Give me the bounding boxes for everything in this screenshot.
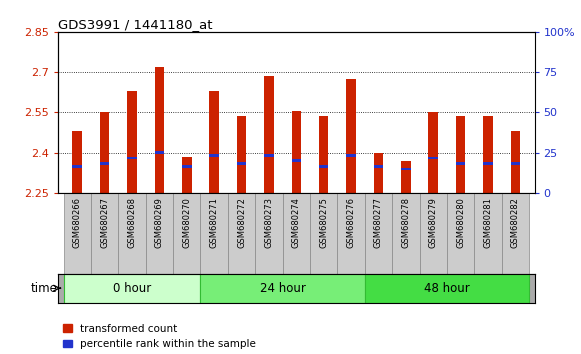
Bar	[346, 79, 356, 193]
Text: GSM680272: GSM680272	[237, 197, 246, 248]
Text: GSM680267: GSM680267	[100, 197, 109, 248]
Bar	[392, 193, 419, 274]
Text: GSM680278: GSM680278	[401, 197, 410, 248]
Bar	[346, 154, 356, 157]
Bar	[127, 91, 137, 193]
Bar	[264, 76, 274, 193]
Bar	[127, 157, 137, 159]
Bar	[209, 154, 219, 157]
Bar	[119, 193, 146, 274]
Bar	[255, 193, 282, 274]
Bar	[292, 159, 301, 162]
Bar	[319, 116, 328, 193]
Bar	[73, 131, 82, 193]
Text: GSM680281: GSM680281	[483, 197, 493, 248]
Bar	[63, 193, 91, 274]
Bar	[155, 67, 164, 193]
Bar	[511, 162, 520, 165]
Bar	[456, 116, 465, 193]
Text: GSM680282: GSM680282	[511, 197, 520, 248]
Text: GDS3991 / 1441180_at: GDS3991 / 1441180_at	[58, 18, 213, 31]
Bar	[374, 165, 383, 167]
Text: GSM680266: GSM680266	[73, 197, 82, 248]
Bar	[401, 167, 411, 170]
Text: time: time	[31, 282, 58, 295]
Bar	[282, 193, 310, 274]
Bar	[292, 111, 301, 193]
Bar	[338, 193, 365, 274]
Text: 0 hour: 0 hour	[113, 282, 151, 295]
Bar	[155, 152, 164, 154]
Bar	[237, 116, 246, 193]
Text: GSM680274: GSM680274	[292, 197, 301, 248]
Bar	[100, 113, 109, 193]
Bar	[401, 161, 411, 193]
Text: GSM680273: GSM680273	[264, 197, 274, 248]
Bar	[73, 165, 82, 167]
Bar	[319, 165, 328, 167]
Bar	[511, 131, 520, 193]
Text: GSM680275: GSM680275	[319, 197, 328, 248]
Text: GSM680271: GSM680271	[210, 197, 218, 248]
Bar	[501, 193, 529, 274]
Bar	[456, 162, 465, 165]
Text: 24 hour: 24 hour	[260, 282, 306, 295]
Bar	[428, 157, 438, 159]
Bar	[182, 165, 192, 167]
Bar	[237, 162, 246, 165]
Bar	[200, 193, 228, 274]
Bar	[474, 193, 501, 274]
Bar	[100, 162, 109, 165]
Text: GSM680270: GSM680270	[182, 197, 191, 248]
Text: GSM680276: GSM680276	[347, 197, 356, 248]
Bar	[483, 162, 493, 165]
Bar	[310, 193, 338, 274]
Text: 48 hour: 48 hour	[424, 282, 470, 295]
Bar	[419, 193, 447, 274]
Text: GSM680280: GSM680280	[456, 197, 465, 248]
Bar	[447, 193, 474, 274]
Bar	[365, 274, 529, 303]
Text: GSM680277: GSM680277	[374, 197, 383, 248]
Bar	[483, 116, 493, 193]
Bar	[146, 193, 173, 274]
Bar	[173, 193, 200, 274]
Bar	[374, 153, 383, 193]
Bar	[365, 193, 392, 274]
Bar	[264, 154, 274, 157]
Bar	[209, 91, 219, 193]
Bar	[428, 113, 438, 193]
Text: GSM680279: GSM680279	[429, 197, 437, 248]
Bar	[228, 193, 255, 274]
Bar	[182, 157, 192, 193]
Bar	[91, 193, 119, 274]
Legend: transformed count, percentile rank within the sample: transformed count, percentile rank withi…	[63, 324, 256, 349]
Bar	[63, 274, 200, 303]
Text: GSM680268: GSM680268	[127, 197, 137, 248]
Bar	[200, 274, 365, 303]
Text: GSM680269: GSM680269	[155, 197, 164, 248]
